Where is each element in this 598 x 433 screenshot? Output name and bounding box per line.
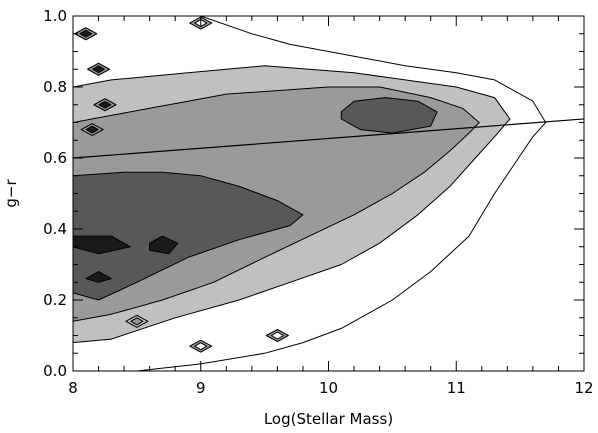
contour-island-3-core: [85, 125, 99, 134]
contour-island-5-core: [194, 342, 208, 351]
y-tick-label: 0.0: [43, 362, 67, 380]
x-tick-label: 9: [196, 379, 206, 397]
x-tick-label: 10: [319, 379, 338, 397]
x-axis-label: Log(Stellar Mass): [264, 410, 393, 428]
x-tick-label: 11: [447, 379, 466, 397]
y-axis-label: g−r: [2, 179, 20, 208]
y-tick-label: 1.0: [43, 7, 67, 25]
contour-level-5-region-7: [85, 271, 112, 283]
x-tick-label: 12: [574, 379, 593, 397]
fit-line: [73, 118, 584, 159]
contour-island-7-core: [130, 317, 144, 326]
contour-island-6-core: [270, 331, 284, 340]
contour-island-0-core: [79, 29, 93, 38]
contour-island-1-core: [92, 65, 106, 74]
contour-level-4-region-3: [73, 171, 304, 301]
contour-level-5-region-5: [73, 235, 131, 255]
contour-level-5-region-6: [149, 235, 179, 255]
y-tick-label: 0.2: [43, 291, 67, 309]
y-tick-label: 0.8: [43, 78, 67, 96]
plot-layer: [73, 16, 584, 371]
y-tick-label: 0.6: [43, 149, 67, 167]
y-tick-label: 0.4: [43, 220, 67, 238]
contour-island-2-core: [98, 100, 112, 109]
contour-level-4-region-4: [340, 97, 438, 134]
x-tick-label: 8: [68, 379, 78, 397]
ticks-layer: 8 9 10 11 12 0.0 0.2 0.4 0.6 0.8 1.0: [43, 7, 593, 397]
